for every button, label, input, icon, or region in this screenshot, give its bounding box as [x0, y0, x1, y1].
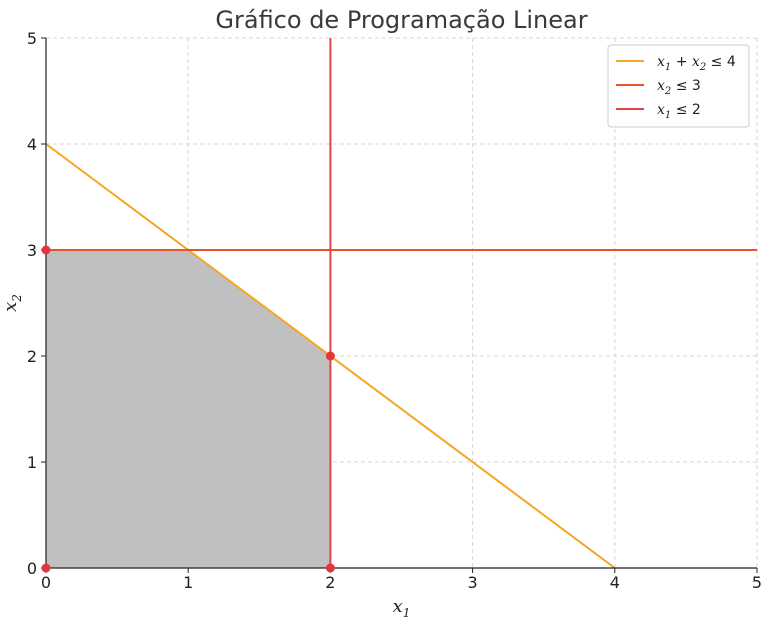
x-axis-label-sub: 1 [403, 606, 411, 620]
legend-text-part: 1 [665, 110, 671, 121]
vertex-point [325, 563, 335, 573]
y-tick-label: 3 [27, 241, 37, 260]
axes [45, 38, 757, 569]
vertex-points [41, 245, 335, 573]
vertex-point [325, 351, 335, 361]
legend-text-part: 2 [699, 62, 706, 73]
x-tick-label: 3 [468, 573, 478, 592]
legend-label-1: x1 + x2 ≤ 4 [657, 54, 736, 73]
legend-text-part: 1 [665, 62, 671, 73]
x-tick-label: 1 [183, 573, 193, 592]
x-tick-label: 2 [325, 573, 335, 592]
legend-text-part: + [671, 54, 692, 70]
vertex-point [41, 563, 51, 573]
y-tick-label: 0 [27, 559, 37, 578]
legend-label-2: x2 ≤ 3 [657, 78, 701, 97]
chart-title: Gráfico de Programação Linear [215, 6, 587, 34]
x-axis-label: x1 [393, 596, 411, 620]
y-tick-label: 2 [27, 347, 37, 366]
tick-labels: 0 1 2 3 4 5 0 1 2 3 4 5 [27, 29, 762, 592]
legend-text-part: 2 [664, 86, 671, 97]
x-axis-label-base: x [393, 596, 403, 617]
feasible-region [46, 250, 331, 568]
y-tick-label: 4 [27, 135, 37, 154]
y-tick-label: 5 [27, 29, 37, 48]
legend-text-part: x [692, 54, 700, 70]
x-tick-label: 0 [41, 573, 51, 592]
legend-text-part: x [657, 78, 665, 94]
legend-label-3: x1 ≤ 2 [657, 102, 701, 121]
y-axis-label-sub: 2 [10, 294, 24, 303]
legend-text-part: x [657, 54, 665, 70]
legend: x1 + x2 ≤ 4x2 ≤ 3x1 ≤ 2 [607, 44, 750, 128]
vertex-point [41, 245, 51, 255]
legend-text-part: ≤ 4 [706, 54, 736, 70]
y-axis-label: x2 [0, 294, 24, 312]
legend-box [607, 44, 750, 128]
legend-text-part: x [657, 102, 665, 118]
legend-text-part: ≤ 3 [671, 78, 701, 94]
y-tick-label: 1 [27, 453, 37, 472]
legend-text-part: ≤ 2 [671, 102, 701, 118]
x-tick-label: 4 [610, 573, 620, 592]
x-tick-label: 5 [752, 573, 762, 592]
y-axis-label-base: x [0, 302, 21, 312]
